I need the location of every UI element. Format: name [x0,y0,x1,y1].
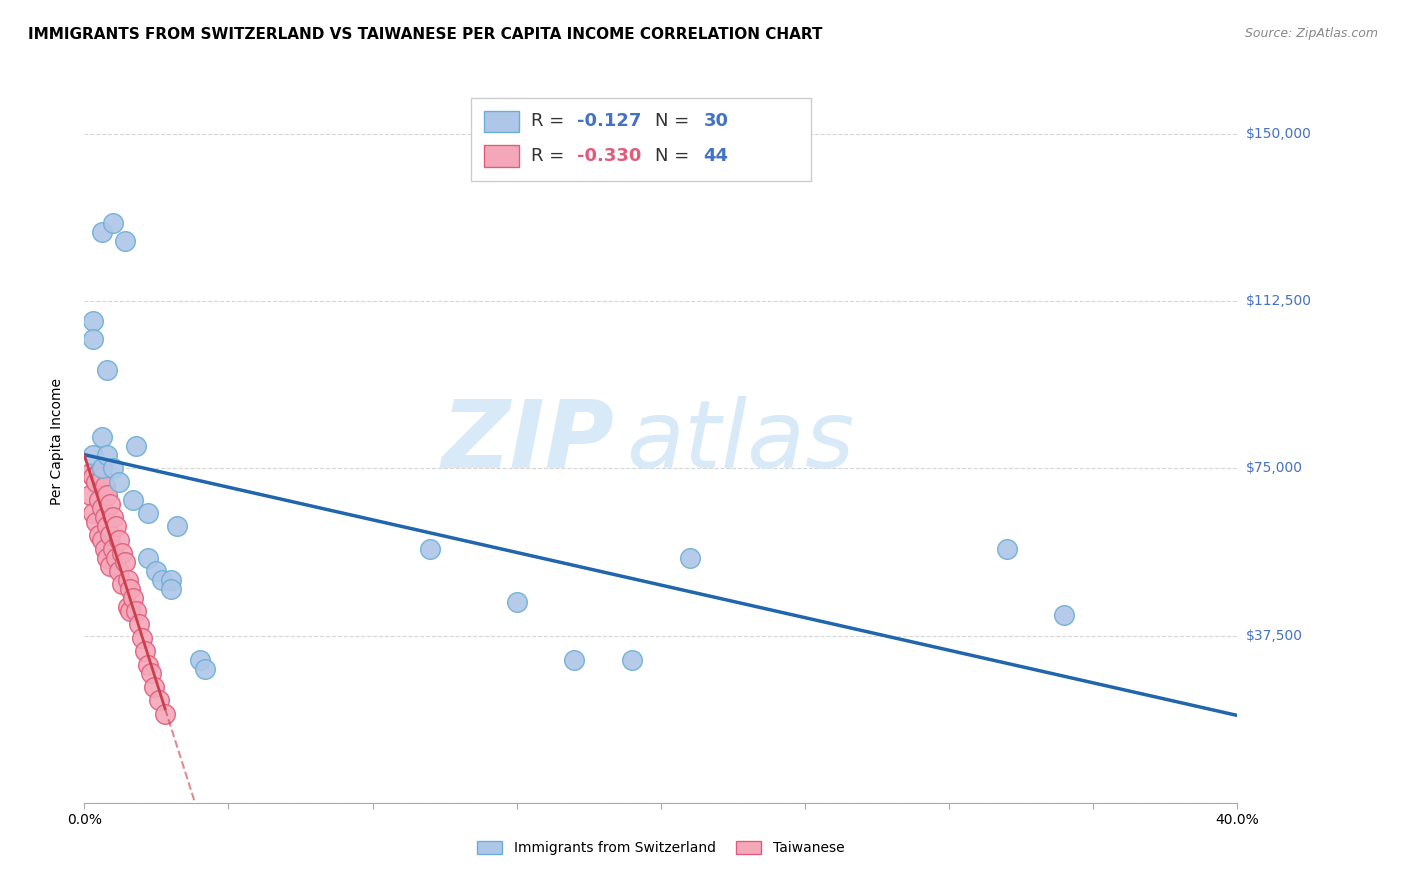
Point [117,599,139,614]
Point [103,541,124,556]
Text: Source: ZipAtlas.com: Source: ZipAtlas.com [1244,27,1378,40]
Point [621,653,644,667]
Point [120,604,142,618]
Point [98,497,121,511]
Point [136,550,159,565]
FancyBboxPatch shape [485,111,519,132]
Point [82,448,104,462]
Point [87,466,110,480]
Point [84,475,107,489]
FancyBboxPatch shape [485,145,519,167]
Point [111,546,134,560]
Point [105,550,128,565]
Point [145,564,167,578]
Point [82,332,104,346]
Text: 44: 44 [703,147,728,165]
Text: R =: R = [530,147,569,165]
Point [131,631,153,645]
Point [114,555,136,569]
Point [103,461,124,475]
Point [419,541,441,556]
Text: N =: N = [655,147,695,165]
Point [96,363,118,377]
Text: IMMIGRANTS FROM SWITZERLAND VS TAIWANESE PER CAPITA INCOME CORRELATION CHART: IMMIGRANTS FROM SWITZERLAND VS TAIWANESE… [28,27,823,42]
Point [90,533,112,547]
Point [160,573,183,587]
Text: ZIP: ZIP [441,395,614,488]
Text: -0.127: -0.127 [576,112,641,130]
Point [96,519,118,533]
Point [79,466,101,480]
Point [93,510,115,524]
Point [93,479,115,493]
Text: 30: 30 [703,112,728,130]
Point [153,706,176,721]
Point [114,234,136,248]
Point [142,680,165,694]
Text: $150,000: $150,000 [1246,127,1312,141]
Point [139,666,162,681]
Point [82,470,104,484]
Point [96,550,118,565]
Point [84,515,107,529]
Text: $37,500: $37,500 [1246,629,1302,642]
Point [128,617,150,632]
FancyBboxPatch shape [471,98,811,181]
Point [105,519,128,533]
Point [1053,608,1076,623]
Point [506,595,529,609]
Point [96,448,118,462]
Point [108,475,131,489]
Point [82,314,104,328]
Text: $75,000: $75,000 [1246,461,1302,475]
Point [90,225,112,239]
Text: -0.330: -0.330 [576,147,641,165]
Point [90,430,112,444]
Point [108,564,131,578]
Point [136,506,159,520]
Point [995,541,1018,556]
Point [160,582,183,596]
Point [111,577,134,591]
Point [87,528,110,542]
Point [82,506,104,520]
Point [103,216,124,230]
Point [96,488,118,502]
Point [564,653,586,667]
Point [108,533,131,547]
Point [98,559,121,574]
Text: $112,500: $112,500 [1246,294,1312,308]
Point [79,488,101,502]
Point [117,573,139,587]
Point [87,492,110,507]
Point [90,461,112,475]
Point [90,470,112,484]
Point [120,582,142,596]
Point [90,501,112,516]
Point [194,662,217,676]
Point [103,510,124,524]
Point [98,528,121,542]
Point [122,591,145,605]
Point [150,573,173,587]
Point [136,657,159,672]
Point [125,604,148,618]
Point [122,492,145,507]
Legend: Immigrants from Switzerland, Taiwanese: Immigrants from Switzerland, Taiwanese [472,836,849,861]
Y-axis label: Per Capita Income: Per Capita Income [49,378,63,505]
Text: R =: R = [530,112,569,130]
Point [166,519,188,533]
Point [134,644,156,658]
Point [93,541,115,556]
Text: N =: N = [655,112,695,130]
Point [188,653,211,667]
Point [679,550,702,565]
Point [148,693,170,707]
Text: atlas: atlas [626,396,855,487]
Point [125,439,148,453]
